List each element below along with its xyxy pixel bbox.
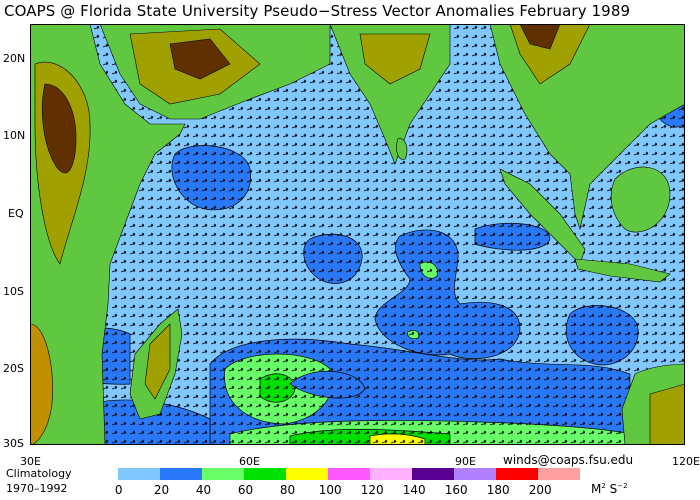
legend-label: 120	[360, 483, 384, 497]
legend-swatch	[244, 468, 286, 480]
sri-lanka	[396, 138, 408, 160]
indian-ocean-map	[30, 24, 685, 445]
climatology-label: Climatology	[6, 467, 72, 480]
legend-swatch	[118, 468, 160, 480]
legend-label: 180	[486, 483, 510, 497]
legend-label: 0	[114, 483, 123, 497]
legend-swatch	[160, 468, 202, 480]
lat-label-10n: 10N	[3, 129, 26, 142]
legend-label: 40	[195, 483, 212, 497]
legend-swatch	[286, 468, 328, 480]
legend-label: 140	[402, 483, 426, 497]
legend-label: 80	[279, 483, 296, 497]
contact-email: winds@coaps.fsu.edu	[503, 453, 634, 467]
legend-swatch	[538, 468, 580, 480]
lon-label-120e: 120E	[672, 455, 700, 468]
legend-label: 60	[237, 483, 254, 497]
legend-swatch	[202, 468, 244, 480]
borneo	[610, 166, 671, 233]
lat-label-10s: 10S	[3, 285, 24, 298]
java	[574, 258, 671, 283]
climatology-years: 1970–1992	[6, 482, 68, 495]
legend-label: 20	[153, 483, 170, 497]
legend-swatch	[328, 468, 370, 480]
lon-label-60e: 60E	[239, 455, 260, 468]
legend-swatch	[412, 468, 454, 480]
lat-label-20s: 20S	[3, 362, 24, 375]
map-title: COAPS @ Florida State University Pseudo−…	[4, 2, 631, 20]
land-masses	[30, 24, 685, 445]
legend-swatch	[496, 468, 538, 480]
lat-label-30s: 30S	[3, 437, 24, 450]
legend-label: 160	[444, 483, 468, 497]
color-legend	[118, 468, 580, 480]
legend-label: 200	[528, 483, 552, 497]
units-label: M2 S−2	[591, 482, 628, 496]
lat-label-20n: 20N	[3, 52, 26, 65]
legend-swatch	[370, 468, 412, 480]
lon-label-90e: 90E	[455, 455, 476, 468]
map-frame	[30, 24, 685, 445]
legend-label: 100	[318, 483, 342, 497]
lon-label-30e: 30E	[20, 455, 41, 468]
lat-label-eq: EQ	[8, 207, 24, 220]
legend-swatch	[454, 468, 496, 480]
